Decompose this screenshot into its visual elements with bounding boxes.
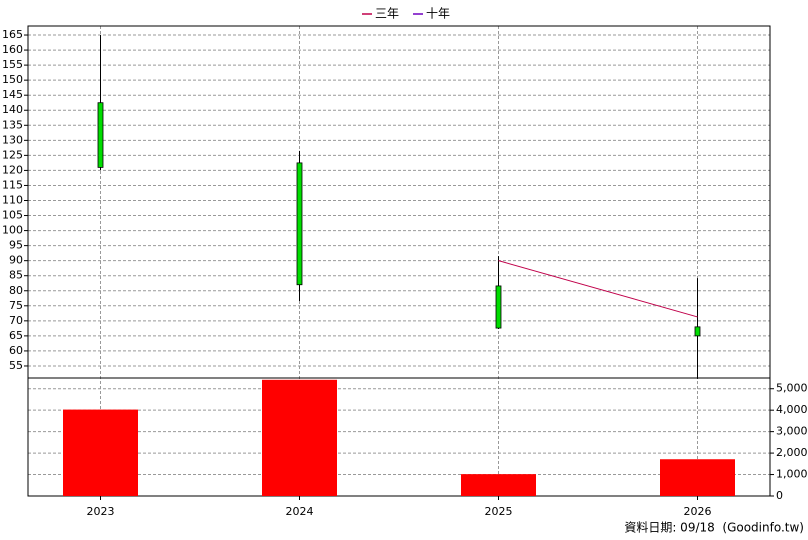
y-tick-label: 145 xyxy=(2,88,23,101)
y-tick-label: 135 xyxy=(2,118,23,131)
y-tick-label: 140 xyxy=(2,103,23,116)
y2-tick-label: 5,000 xyxy=(776,382,808,395)
footnote: 資料日期: 09/18 (Goodinfo.tw) xyxy=(624,521,804,535)
y-tick-label: 95 xyxy=(9,239,23,252)
x-tick-label: 2025 xyxy=(485,505,513,518)
y-tick-label: 85 xyxy=(9,269,23,282)
volume-bar xyxy=(660,459,735,496)
y-tick-label: 100 xyxy=(2,224,23,237)
y-tick-label: 120 xyxy=(2,163,23,176)
y-tick-label: 130 xyxy=(2,133,23,146)
y-tick-label: 125 xyxy=(2,148,23,161)
y2-tick-label: 2,000 xyxy=(776,446,808,459)
y-tick-label: 115 xyxy=(2,178,23,191)
y-tick-label: 80 xyxy=(9,284,23,297)
y-tick-label: 155 xyxy=(2,58,23,71)
y-tick-label: 65 xyxy=(9,329,23,342)
candle-body xyxy=(495,285,502,329)
candle-body xyxy=(694,326,701,337)
y-tick-label: 105 xyxy=(2,209,23,222)
legend-label: 三年 xyxy=(375,7,399,21)
y-tick-label: 150 xyxy=(2,73,23,86)
y-tick-label: 110 xyxy=(2,193,23,206)
y2-tick-label: 4,000 xyxy=(776,403,808,416)
volume-bar xyxy=(262,379,337,496)
x-tick-label: 2024 xyxy=(286,505,314,518)
y-tick-label: 70 xyxy=(9,314,23,327)
plot-frame xyxy=(27,25,771,497)
y2-tick-label: 3,000 xyxy=(776,425,808,438)
volume-bar xyxy=(461,474,536,496)
y-tick-label: 55 xyxy=(9,359,23,372)
legend-label: 十年 xyxy=(426,7,450,21)
candle-body xyxy=(97,102,104,168)
volume-bar xyxy=(63,409,138,496)
y-tick-label: 75 xyxy=(9,299,23,312)
y2-tick-label: 1,000 xyxy=(776,468,808,481)
y-tick-label: 60 xyxy=(9,344,23,357)
series-line xyxy=(498,260,698,318)
x-tick-label: 2023 xyxy=(87,505,115,518)
x-tick-label: 2026 xyxy=(684,505,712,518)
y-tick-label: 90 xyxy=(9,254,23,267)
y-tick-label: 160 xyxy=(2,43,23,56)
candle-body xyxy=(296,162,303,286)
y2-tick-label: 0 xyxy=(776,489,783,502)
y-tick-label: 165 xyxy=(2,28,23,41)
